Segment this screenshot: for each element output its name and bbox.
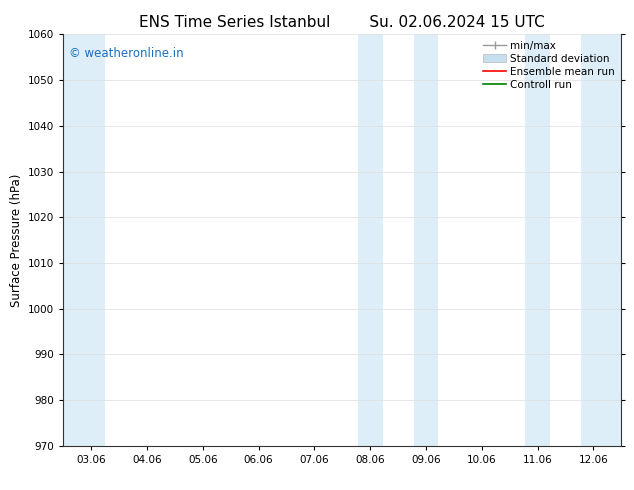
Text: © weatheronline.in: © weatheronline.in (69, 47, 184, 60)
Legend: min/max, Standard deviation, Ensemble mean run, Controll run: min/max, Standard deviation, Ensemble me… (479, 36, 619, 94)
Y-axis label: Surface Pressure (hPa): Surface Pressure (hPa) (10, 173, 23, 307)
Bar (581, 34, 621, 446)
Bar (526, 34, 550, 446)
Title: ENS Time Series Istanbul        Su. 02.06.2024 15 UTC: ENS Time Series Istanbul Su. 02.06.2024 … (139, 15, 545, 30)
Bar (358, 34, 382, 446)
Bar (414, 34, 438, 446)
Bar (63, 34, 105, 446)
